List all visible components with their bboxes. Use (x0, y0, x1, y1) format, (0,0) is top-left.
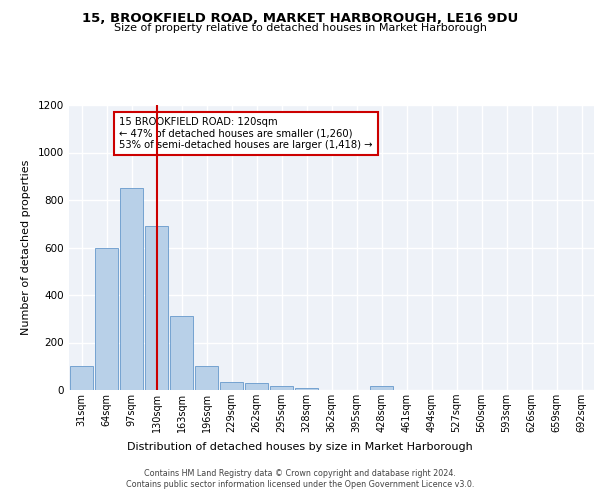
Bar (245, 383, 268, 390)
Bar (70, 366, 93, 390)
Bar (170, 316, 193, 390)
Text: 15, BROOKFIELD ROAD, MARKET HARBOROUGH, LE16 9DU: 15, BROOKFIELD ROAD, MARKET HARBOROUGH, … (82, 12, 518, 26)
Text: Distribution of detached houses by size in Market Harborough: Distribution of detached houses by size … (127, 442, 473, 452)
Bar (120, 188, 143, 390)
Bar (370, 386, 393, 390)
Bar (295, 388, 318, 390)
Text: Size of property relative to detached houses in Market Harborough: Size of property relative to detached ho… (113, 23, 487, 33)
Text: 15 BROOKFIELD ROAD: 120sqm
← 47% of detached houses are smaller (1,260)
53% of s: 15 BROOKFIELD ROAD: 120sqm ← 47% of deta… (119, 117, 373, 150)
Text: Contains HM Land Registry data © Crown copyright and database right 2024.: Contains HM Land Registry data © Crown c… (144, 469, 456, 478)
Y-axis label: Number of detached properties: Number of detached properties (21, 160, 31, 335)
Bar (270, 386, 293, 390)
Text: Contains public sector information licensed under the Open Government Licence v3: Contains public sector information licen… (126, 480, 474, 489)
Bar (145, 226, 168, 390)
Bar (95, 248, 118, 390)
Bar (195, 366, 218, 390)
Bar (220, 382, 243, 390)
